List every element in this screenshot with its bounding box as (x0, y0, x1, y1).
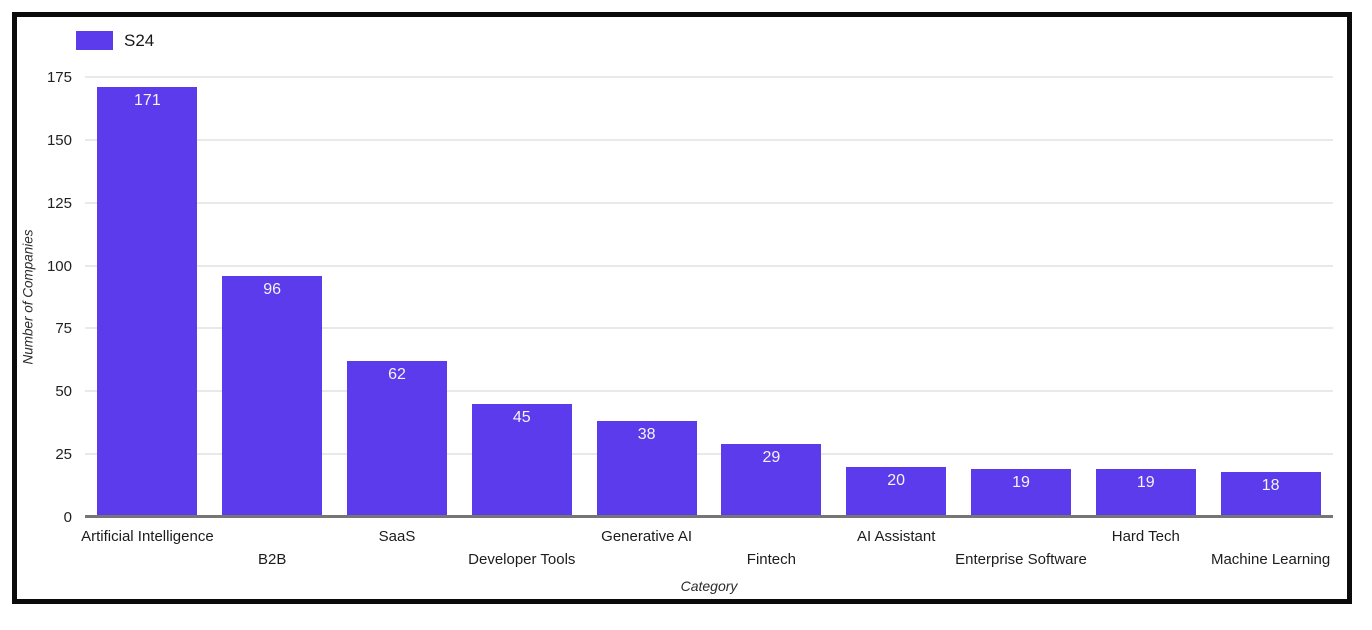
bar: 19 (1095, 469, 1196, 517)
x-tick-label: Developer Tools (468, 551, 576, 568)
x-tick-label: SaaS (378, 528, 416, 545)
bar-value-label: 96 (263, 280, 282, 298)
x-tick-label: Artificial Intelligence (81, 528, 214, 545)
y-tick-label: 150 (46, 131, 72, 149)
y-axis-title: Number of Companies (20, 229, 36, 365)
legend-label: S24 (124, 31, 155, 50)
y-tick-label: 50 (55, 383, 72, 401)
gridline (85, 453, 1333, 456)
gridline (85, 138, 1333, 141)
bar-value-label: 29 (762, 449, 781, 467)
bar: 18 (1220, 471, 1321, 517)
bar-value-label: 38 (637, 426, 656, 444)
plot-area: 171 96 62 45 38 29 20 19 19 18 (85, 76, 1333, 518)
y-tick-label: 25 (55, 446, 72, 464)
x-axis-line (85, 515, 1333, 518)
bar: 29 (721, 444, 822, 517)
y-tick-label: 0 (63, 509, 72, 526)
bar: 38 (596, 421, 697, 517)
bar: 19 (971, 469, 1071, 517)
bar: 171 (97, 87, 198, 517)
bar-value-label: 45 (512, 408, 531, 426)
y-tick-label: 125 (46, 194, 72, 212)
gridline (85, 264, 1333, 267)
y-tick-label: 100 (46, 257, 72, 275)
bar-value-label: 20 (887, 471, 906, 489)
bar-value-label: 19 (1012, 474, 1030, 492)
gridline (85, 327, 1333, 330)
x-tick-label: B2B (258, 551, 287, 568)
x-axis-title: Category (680, 578, 738, 594)
x-tick-label: Generative AI (601, 528, 693, 545)
bar: 96 (222, 275, 323, 517)
bar-value-label: 19 (1136, 474, 1155, 492)
x-tick-label: Hard Tech (1111, 528, 1180, 545)
bar-value-label: 171 (134, 92, 161, 110)
gridline (85, 201, 1333, 204)
gridline (85, 76, 1333, 78)
x-tick-label: Enterprise Software (955, 551, 1087, 568)
bar-value-label: 62 (388, 366, 406, 384)
bar: 20 (846, 466, 947, 517)
y-tick-label: 75 (55, 320, 72, 338)
y-tick-label: 175 (46, 69, 72, 86)
gridline (85, 390, 1333, 393)
legend-swatch (76, 31, 113, 50)
x-tick-label: Fintech (746, 551, 796, 568)
x-tick-label: AI Assistant (857, 528, 936, 545)
bar: 45 (471, 403, 572, 517)
bar: 62 (347, 361, 447, 517)
x-tick-label: Machine Learning (1210, 551, 1331, 568)
legend: S24 (76, 31, 154, 50)
bar-value-label: 18 (1261, 476, 1280, 494)
